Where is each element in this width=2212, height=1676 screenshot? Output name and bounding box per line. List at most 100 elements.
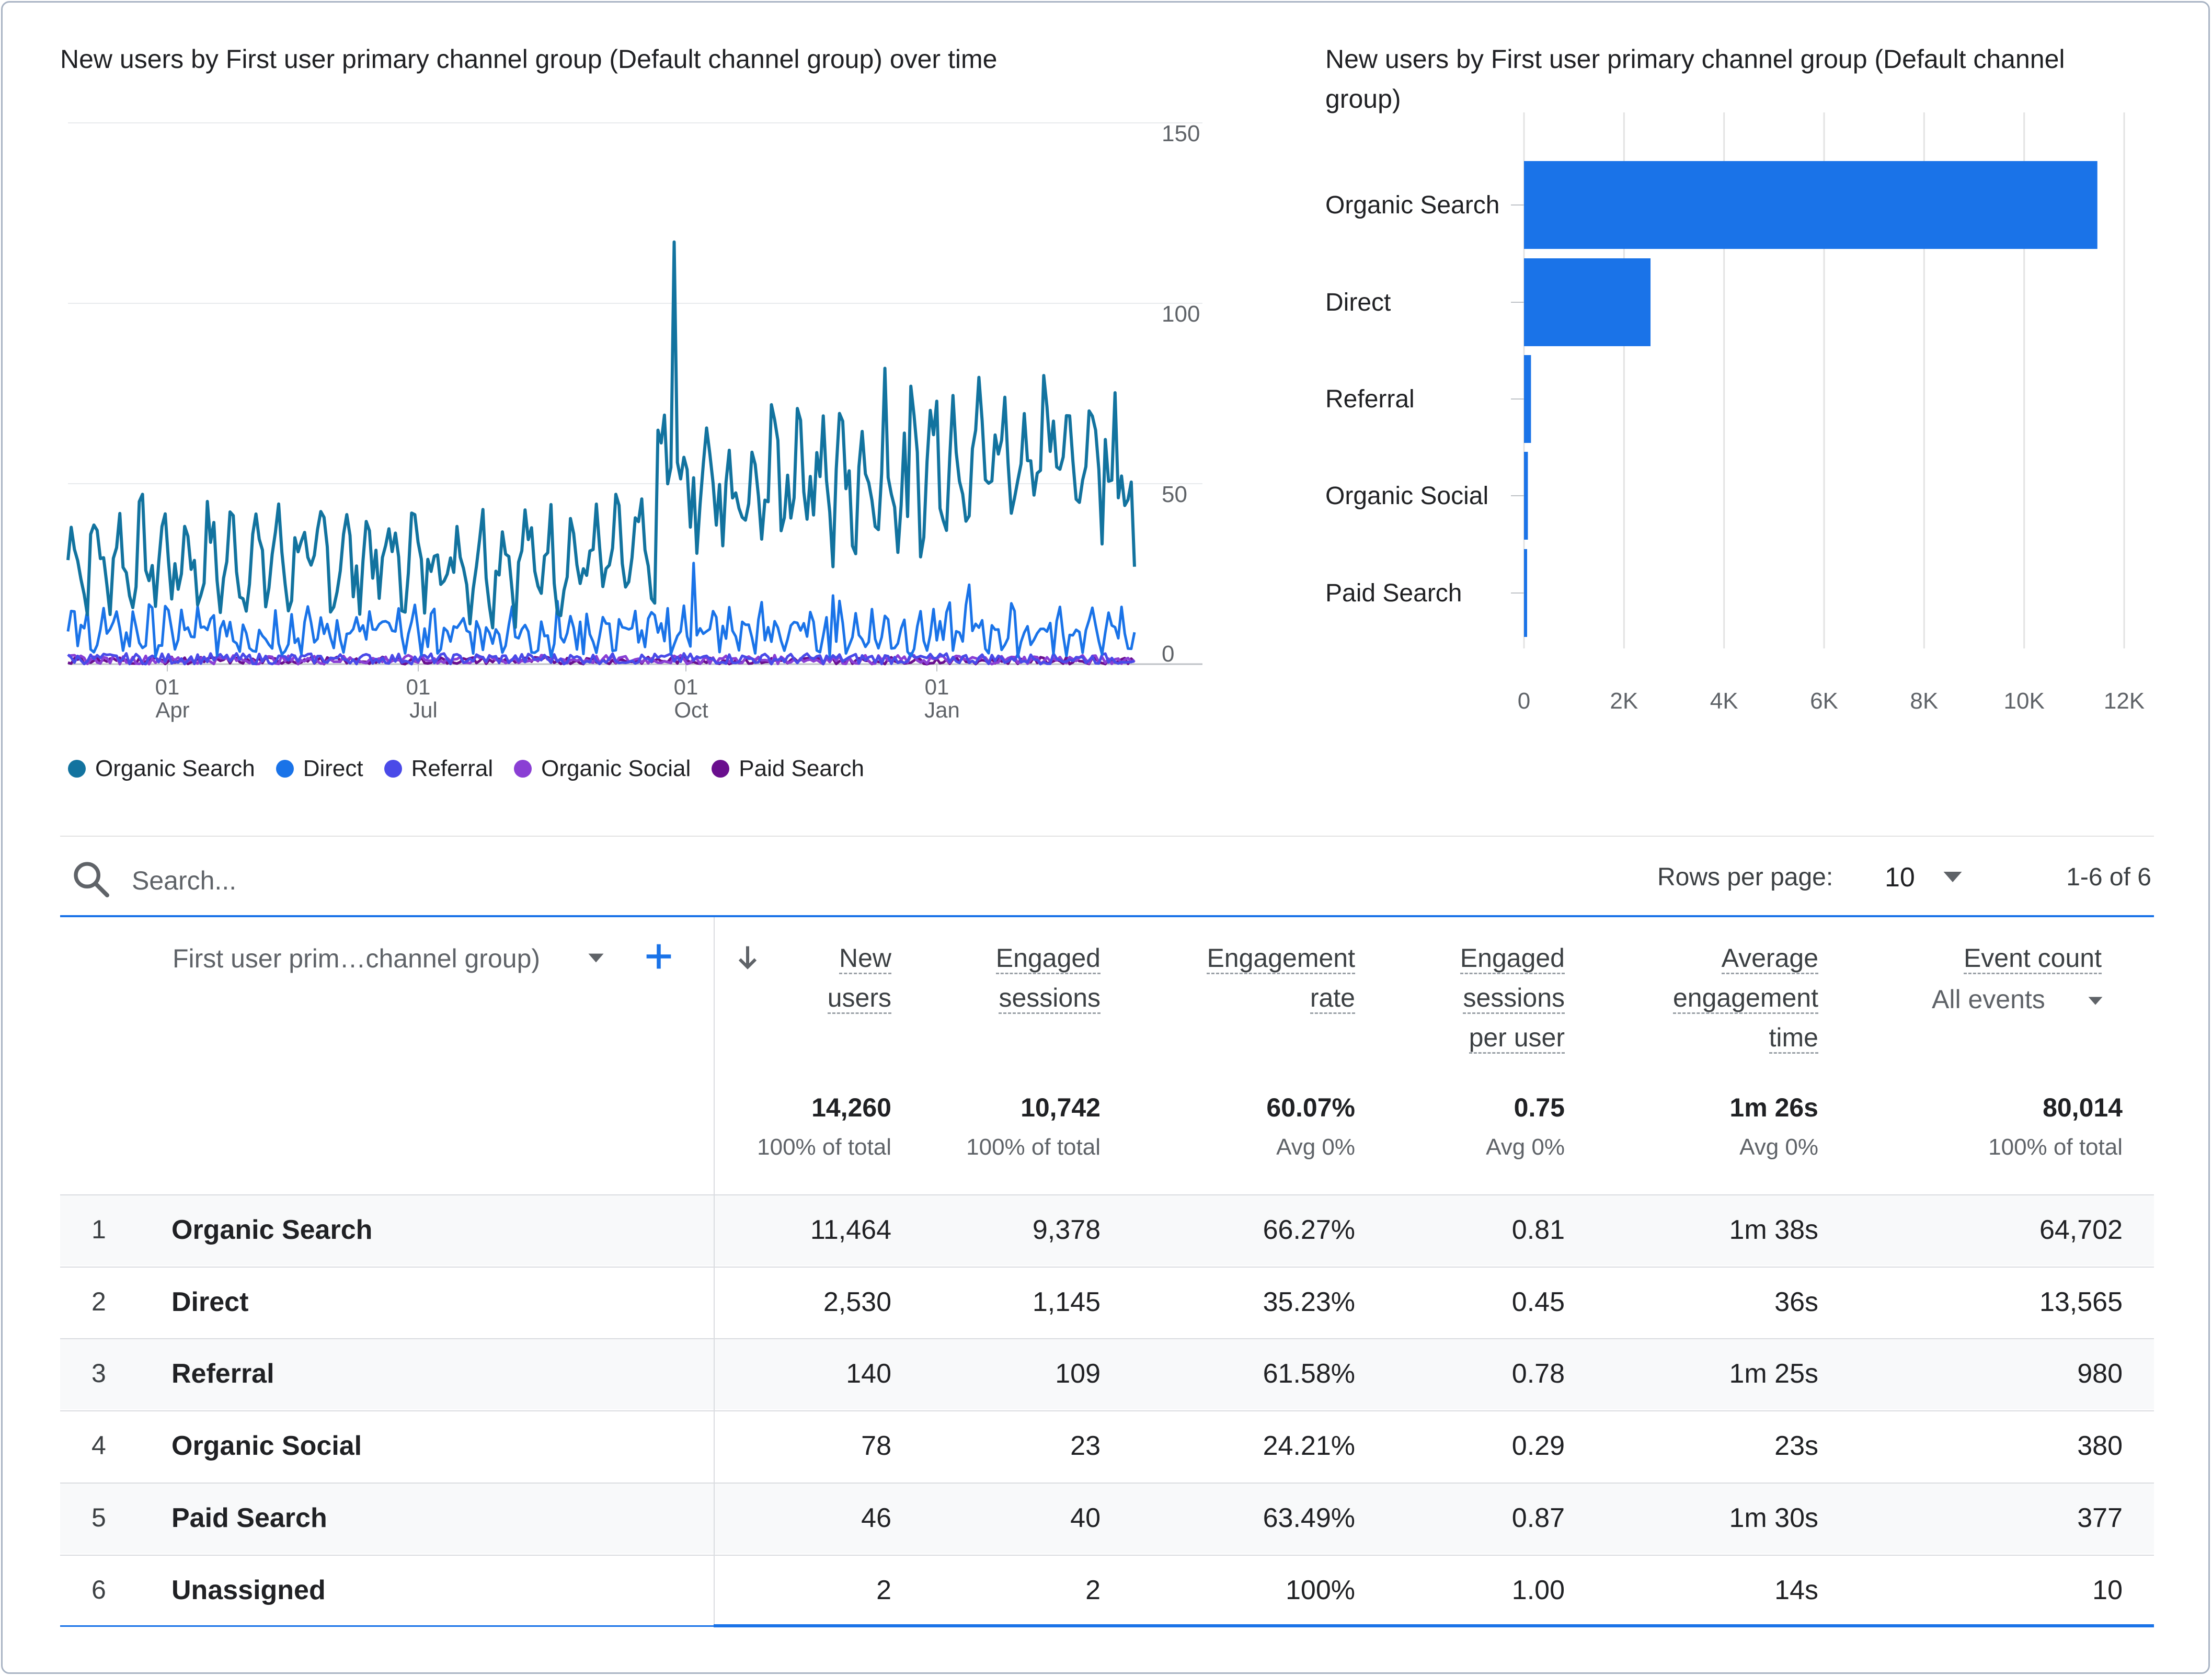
legend-item[interactable]: Organic Social xyxy=(514,756,691,782)
cell-new-users: 2,530 xyxy=(823,1287,891,1317)
table-row[interactable]: 2 Direct 2,530 1,145 35.23% 0.45 36s 13,565 xyxy=(60,1267,2154,1338)
series-direct[interactable] xyxy=(66,562,1136,658)
category-label: Organic Social xyxy=(1325,482,1488,510)
legend-swatch xyxy=(276,760,294,778)
legend-label: Organic Search xyxy=(95,756,255,781)
header-engaged-sessions-per-user[interactable]: Engaged sessions per user xyxy=(1377,938,1565,1057)
table-row[interactable]: 1 Organic Search 11,464 9,378 66.27% 0.81 1m 3… xyxy=(60,1194,2154,1265)
cell-event-count: 377 xyxy=(2077,1503,2123,1533)
legend-swatch xyxy=(712,760,730,778)
category-label: Direct xyxy=(1325,289,1391,316)
row-channel-name[interactable]: Unassigned xyxy=(171,1575,326,1605)
legend-swatch xyxy=(68,760,86,778)
bar[interactable] xyxy=(1524,161,2098,249)
cell-sessions-per-user: 0.45 xyxy=(1511,1287,1565,1317)
add-dimension-icon[interactable] xyxy=(640,938,677,975)
total-engaged-sessions-sub: 100% of total xyxy=(966,1134,1101,1160)
event-filter-select[interactable]: All events xyxy=(1932,985,2045,1014)
dimension-selector[interactable]: First user prim…channel group) xyxy=(173,944,541,973)
cell-sessions-per-user: 0.29 xyxy=(1511,1431,1565,1461)
row-index: 2 xyxy=(91,1287,106,1316)
cell-average-engagement: 1m 30s xyxy=(1729,1503,1818,1533)
cell-average-engagement: 14s xyxy=(1774,1575,1818,1605)
table-row[interactable]: 6 Unassigned 2 2 100% 1.00 14s 10 xyxy=(60,1555,2154,1626)
cell-engagement-rate: 61.58% xyxy=(1263,1359,1355,1389)
x-tick-label: 2K xyxy=(1610,688,1638,714)
y-tick-label: 50 xyxy=(1162,482,1187,507)
cell-sessions-per-user: 1.00 xyxy=(1511,1575,1565,1605)
cell-engaged-sessions: 9,378 xyxy=(1032,1215,1101,1245)
row-channel-name[interactable]: Referral xyxy=(171,1359,274,1389)
cell-new-users: 11,464 xyxy=(810,1215,891,1245)
sort-descending-icon[interactable] xyxy=(735,942,761,974)
cell-new-users: 2 xyxy=(876,1575,891,1605)
cell-event-count: 64,702 xyxy=(2039,1215,2123,1245)
cell-sessions-per-user: 0.78 xyxy=(1511,1359,1565,1389)
cell-engagement-rate: 66.27% xyxy=(1263,1215,1355,1245)
bar[interactable] xyxy=(1524,355,1531,443)
total-engagement-rate: 60.07% xyxy=(1266,1093,1355,1122)
row-index: 5 xyxy=(91,1503,106,1532)
category-label: Paid Search xyxy=(1325,579,1462,607)
legend-label: Referral xyxy=(411,756,494,781)
x-tick-label: 12K xyxy=(2104,688,2145,714)
cell-new-users: 140 xyxy=(846,1359,891,1389)
cell-event-count: 13,565 xyxy=(2039,1287,2123,1317)
cell-average-engagement: 1m 38s xyxy=(1729,1215,1818,1245)
header-new-users[interactable]: New users xyxy=(735,938,891,1018)
line-chart-legend: Organic Search Direct Referral Organic Soci… xyxy=(68,753,885,784)
row-channel-name[interactable]: Organic Social xyxy=(171,1431,362,1461)
cell-engaged-sessions: 40 xyxy=(1070,1503,1101,1533)
table-toolbar: Rows per page: 10 1-6 of 6 xyxy=(60,842,2154,915)
pagination-range: 1-6 of 6 xyxy=(2066,863,2151,891)
chevron-down-icon[interactable] xyxy=(2083,990,2107,1011)
legend-item[interactable]: Direct xyxy=(276,756,363,782)
cell-engagement-rate: 35.23% xyxy=(1263,1287,1355,1317)
series-referral[interactable] xyxy=(67,652,1135,666)
x-tick-day: 01 xyxy=(674,675,698,699)
legend-swatch xyxy=(384,760,402,778)
bar-chart-title-line-1: New users by First user primary channel … xyxy=(1325,44,2065,74)
search-underline xyxy=(60,915,2154,917)
legend-item[interactable]: Organic Search xyxy=(68,756,255,782)
chevron-down-icon[interactable] xyxy=(1937,864,1968,890)
header-engagement-rate[interactable]: Engagement rate xyxy=(1146,938,1355,1018)
x-tick-month: Jan xyxy=(924,698,960,722)
search-icon[interactable] xyxy=(71,859,112,900)
x-tick-month: Apr xyxy=(155,698,189,722)
header-average-engagement-time[interactable]: Average engagement time xyxy=(1609,938,1818,1057)
cell-sessions-per-user: 0.81 xyxy=(1511,1215,1565,1245)
x-tick-month: Jul xyxy=(409,698,438,722)
row-channel-name[interactable]: Organic Search xyxy=(171,1215,373,1245)
header-event-count[interactable]: Event count xyxy=(1882,938,2102,978)
row-index: 3 xyxy=(91,1359,106,1388)
total-event-count-sub: 100% of total xyxy=(1988,1134,2123,1160)
row-channel-name[interactable]: Direct xyxy=(171,1287,249,1317)
row-channel-name[interactable]: Paid Search xyxy=(171,1503,327,1533)
bar-chart-title-line-2: group) xyxy=(1325,84,1401,113)
table-row[interactable]: 5 Paid Search 46 40 63.49% 0.87 1m 30s 377 xyxy=(60,1483,2154,1554)
bar[interactable] xyxy=(1524,452,1528,540)
category-label: Organic Search xyxy=(1325,191,1500,219)
chevron-down-icon[interactable] xyxy=(583,947,609,970)
y-tick-label: 100 xyxy=(1162,301,1200,327)
column-divider xyxy=(714,917,715,1627)
legend-item[interactable]: Paid Search xyxy=(712,756,864,782)
cell-new-users: 78 xyxy=(861,1431,891,1461)
line-chart-title: New users by First user primary channel … xyxy=(60,44,998,74)
rows-per-page-select[interactable]: 10 xyxy=(1885,862,1915,893)
series-organic-search[interactable] xyxy=(66,240,1136,630)
table-header: First user prim…channel group) New users… xyxy=(60,917,2154,1194)
table-row[interactable]: 4 Organic Social 78 23 24.21% 0.29 23s 380 xyxy=(60,1410,2154,1481)
legend-item[interactable]: Referral xyxy=(384,756,494,782)
table-row[interactable]: 3 Referral 140 109 61.58% 0.78 1m 25s 980 xyxy=(60,1338,2154,1409)
header-engaged-sessions[interactable]: Engaged sessions xyxy=(912,938,1101,1018)
cell-engagement-rate: 24.21% xyxy=(1263,1431,1355,1461)
x-tick-label: 4K xyxy=(1710,688,1738,714)
cell-new-users: 46 xyxy=(861,1503,891,1533)
x-tick-day: 01 xyxy=(925,675,949,699)
bar[interactable] xyxy=(1524,258,1651,346)
bar[interactable] xyxy=(1524,549,1527,637)
search-input[interactable] xyxy=(131,857,917,905)
cell-event-count: 980 xyxy=(2077,1359,2123,1389)
